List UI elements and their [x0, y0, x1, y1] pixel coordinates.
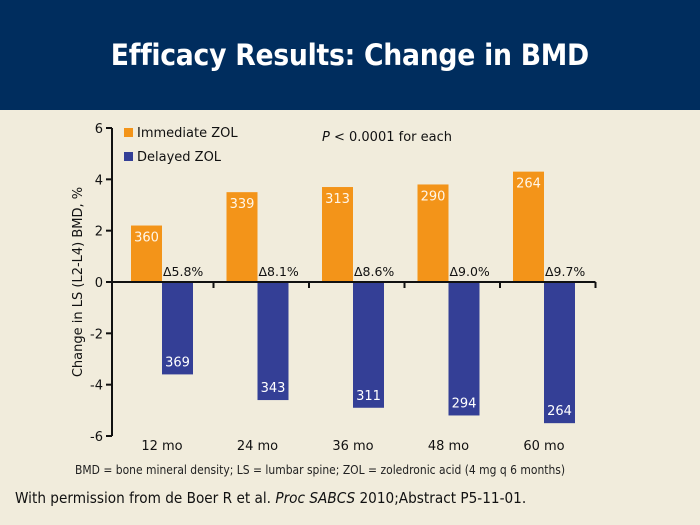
- bar-immediate: [131, 225, 162, 282]
- x-tick-label: 24 mo: [237, 439, 278, 454]
- y-tick-label: 0: [95, 276, 103, 291]
- y-axis-label: Change in LS (L2-L4) BMD, %: [71, 187, 86, 377]
- p-symbol: P: [322, 130, 330, 145]
- y-tick-label: -4: [90, 379, 103, 394]
- difference-label: Δ5.8%: [163, 264, 203, 279]
- legend-label-delayed: Delayed ZOL: [137, 150, 222, 165]
- y-tick-label: 4: [95, 173, 103, 188]
- bmd-bar-chart: 6 4 2 0 -2 -4 -6 Change in LS (L2-L4) BMD, % 360…: [71, 122, 597, 454]
- difference-label: Δ9.7%: [545, 264, 585, 279]
- x-tick-label: 60 mo: [523, 439, 564, 454]
- bar-delayed: [353, 282, 384, 408]
- citation-journal: Proc SABCS: [275, 489, 356, 507]
- title-bar: Efficacy Results: Change in BMD: [0, 0, 700, 110]
- x-tick-label: 48 mo: [428, 439, 469, 454]
- bar-label-delayed: 343: [261, 381, 286, 396]
- bar-label-delayed: 294: [452, 396, 477, 411]
- citation: With permission from de Boer R et al. Pr…: [15, 489, 526, 507]
- bar-immediate: [417, 184, 449, 282]
- p-value-text: < 0.0001 for each: [330, 130, 452, 145]
- y-tick-label: 6: [95, 122, 103, 137]
- bar-label-delayed: 369: [165, 355, 190, 370]
- legend-swatch-delayed: [124, 152, 133, 161]
- difference-label: Δ8.1%: [259, 264, 299, 279]
- bar-delayed: [448, 282, 480, 416]
- y-tick-label: 2: [95, 225, 103, 240]
- p-value-annotation: P < 0.0001 for each: [322, 130, 452, 145]
- y-tick-label: -2: [90, 327, 103, 342]
- bar-delayed: [257, 282, 289, 401]
- bar-delayed: [162, 282, 193, 375]
- bar-label-immediate: 313: [325, 192, 350, 207]
- citation-suffix: 2010;Abstract P5-11-01.: [355, 489, 527, 507]
- x-tick-label: 12 mo: [141, 439, 182, 454]
- y-tick-label: -6: [90, 430, 103, 445]
- footnote: BMD = bone mineral density; LS = lumbar …: [75, 462, 566, 477]
- bar-label-immediate: 339: [230, 197, 255, 212]
- x-tick-label: 36 mo: [332, 439, 373, 454]
- legend-swatch-immediate: [124, 128, 133, 137]
- bar-label-immediate: 264: [516, 177, 541, 192]
- bar-label-delayed: 264: [547, 404, 572, 419]
- bar-delayed: [544, 282, 575, 424]
- difference-label: Δ9.0%: [450, 264, 490, 279]
- bar-label-immediate: 360: [134, 231, 159, 246]
- bar-immediate: [513, 171, 544, 282]
- bar-label-immediate: 290: [421, 189, 446, 204]
- legend-label-immediate: Immediate ZOL: [137, 126, 238, 141]
- difference-label: Δ8.6%: [354, 264, 394, 279]
- bar-immediate: [322, 187, 353, 282]
- bar-immediate: [226, 192, 258, 282]
- slide-title: Efficacy Results: Change in BMD: [110, 38, 590, 72]
- citation-prefix: With permission from de Boer R et al.: [15, 489, 276, 507]
- bar-label-delayed: 311: [356, 389, 381, 404]
